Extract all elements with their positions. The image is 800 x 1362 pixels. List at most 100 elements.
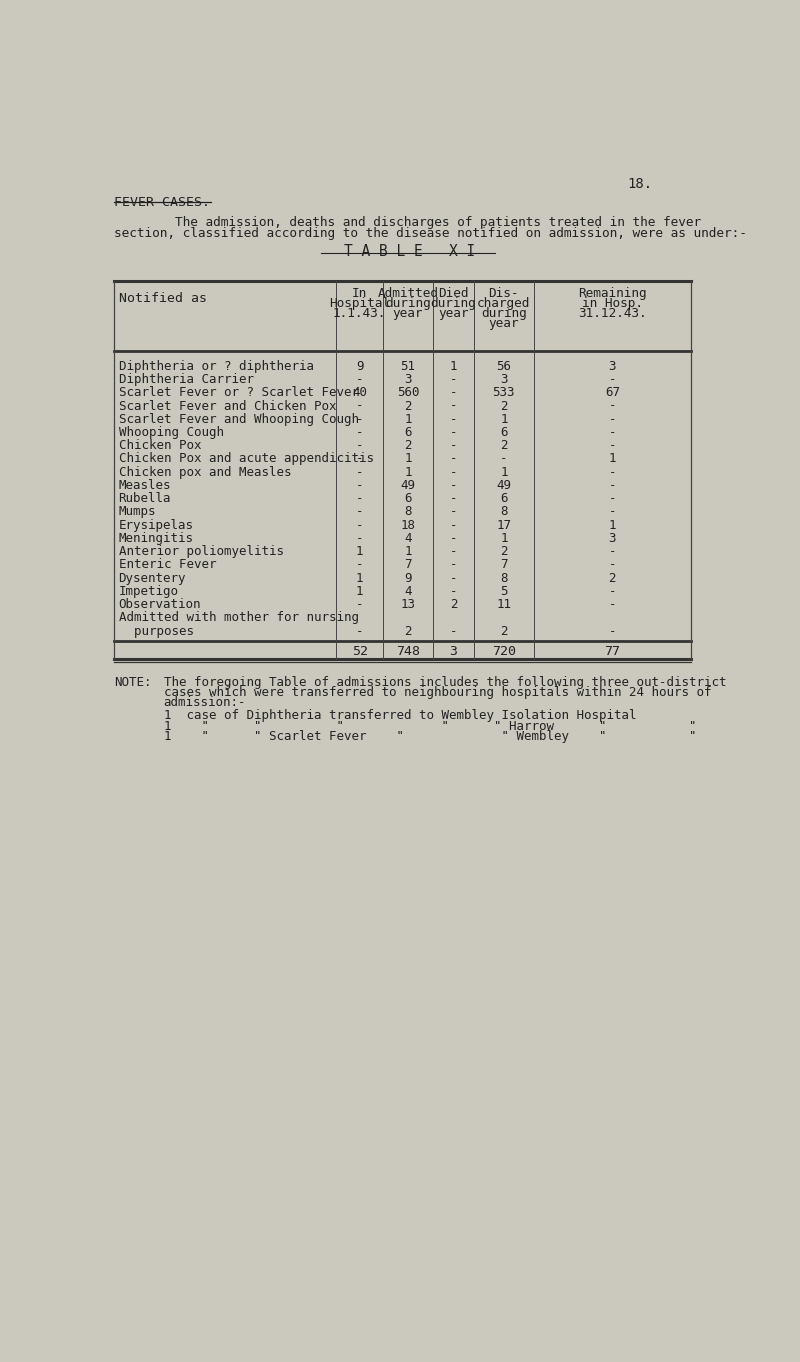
Text: 748: 748 <box>396 644 420 658</box>
Text: -: - <box>450 584 457 598</box>
Text: -: - <box>450 440 457 452</box>
Text: Scarlet Fever and Whooping Cough: Scarlet Fever and Whooping Cough <box>118 413 358 426</box>
Text: -: - <box>609 584 616 598</box>
Text: 11: 11 <box>496 598 511 612</box>
Text: Chicken Pox: Chicken Pox <box>118 440 201 452</box>
Text: 1: 1 <box>356 545 363 558</box>
Text: Admitted: Admitted <box>378 287 438 301</box>
Text: Observation: Observation <box>118 598 201 612</box>
Text: Remaining: Remaining <box>578 287 646 301</box>
Text: 3: 3 <box>609 360 616 373</box>
Text: during: during <box>481 308 526 320</box>
Text: -: - <box>609 466 616 478</box>
Text: -: - <box>356 426 363 439</box>
Text: -: - <box>609 598 616 612</box>
Text: 56: 56 <box>496 360 511 373</box>
Text: Enteric Fever: Enteric Fever <box>118 558 216 572</box>
Text: 1: 1 <box>609 452 616 466</box>
Text: -: - <box>450 572 457 584</box>
Text: Diphtheria Carrier: Diphtheria Carrier <box>118 373 254 385</box>
Text: Diphtheria or ? diphtheria: Diphtheria or ? diphtheria <box>118 360 314 373</box>
Text: 560: 560 <box>397 387 419 399</box>
Text: 5: 5 <box>500 584 507 598</box>
Text: -: - <box>356 440 363 452</box>
Text: -: - <box>356 558 363 572</box>
Text: 2: 2 <box>404 399 412 413</box>
Text: 1  case of Diphtheria transferred to Wembley Isolation Hospital: 1 case of Diphtheria transferred to Wemb… <box>163 708 636 722</box>
Text: in Hosp.: in Hosp. <box>582 297 642 311</box>
Text: 3: 3 <box>450 644 458 658</box>
Text: 18.: 18. <box>627 177 652 191</box>
Text: -: - <box>356 519 363 531</box>
Text: -: - <box>356 399 363 413</box>
Text: -: - <box>609 399 616 413</box>
Text: year: year <box>393 308 423 320</box>
Text: 8: 8 <box>500 505 507 519</box>
Text: 18: 18 <box>401 519 415 531</box>
Text: NOTE:: NOTE: <box>114 677 151 689</box>
Text: 8: 8 <box>404 505 412 519</box>
Text: -: - <box>450 452 457 466</box>
Text: Mumps: Mumps <box>118 505 156 519</box>
Text: 67: 67 <box>605 387 620 399</box>
Text: -: - <box>450 545 457 558</box>
Text: 8: 8 <box>500 572 507 584</box>
Text: -: - <box>450 426 457 439</box>
Text: Chicken pox and Measles: Chicken pox and Measles <box>118 466 291 478</box>
Text: -: - <box>609 545 616 558</box>
Text: 1    "      "          "             "      " Harrow      "           ": 1 " " " " " Harrow " " <box>163 719 696 733</box>
Text: 1: 1 <box>404 413 412 426</box>
Text: 31.12.43.: 31.12.43. <box>578 308 646 320</box>
Text: 1.1.43.: 1.1.43. <box>333 308 386 320</box>
Text: 2: 2 <box>500 399 507 413</box>
Text: 2: 2 <box>450 598 457 612</box>
Text: -: - <box>450 399 457 413</box>
Text: -: - <box>450 505 457 519</box>
Text: Scarlet Fever and Chicken Pox: Scarlet Fever and Chicken Pox <box>118 399 336 413</box>
Text: -: - <box>609 558 616 572</box>
Text: -: - <box>450 625 457 637</box>
Text: during: during <box>385 297 431 311</box>
Text: In: In <box>352 287 367 301</box>
Text: Scarlet Fever or ? Scarlet Fever: Scarlet Fever or ? Scarlet Fever <box>118 387 358 399</box>
Text: -: - <box>356 466 363 478</box>
Text: 6: 6 <box>404 426 412 439</box>
Text: admission:-: admission:- <box>163 696 246 710</box>
Text: -: - <box>356 479 363 492</box>
Text: -: - <box>609 479 616 492</box>
Text: Dis-: Dis- <box>489 287 519 301</box>
Text: 2: 2 <box>404 625 412 637</box>
Text: 4: 4 <box>404 584 412 598</box>
Text: 1: 1 <box>500 413 507 426</box>
Text: Anterior poliomyelitis: Anterior poliomyelitis <box>118 545 284 558</box>
Text: -: - <box>450 387 457 399</box>
Text: T A B L E   X I: T A B L E X I <box>344 244 476 259</box>
Text: 1: 1 <box>500 533 507 545</box>
Text: Erysipelas: Erysipelas <box>118 519 194 531</box>
Text: 9: 9 <box>356 360 363 373</box>
Text: Hospital: Hospital <box>329 297 390 311</box>
Text: -: - <box>356 625 363 637</box>
Text: Admitted with mother for nursing: Admitted with mother for nursing <box>118 612 358 624</box>
Text: 13: 13 <box>401 598 415 612</box>
Text: during: during <box>430 297 476 311</box>
Text: FEVER CASES.: FEVER CASES. <box>114 196 210 208</box>
Text: Impetigo: Impetigo <box>118 584 178 598</box>
Text: Dysentery: Dysentery <box>118 572 186 584</box>
Text: -: - <box>356 373 363 385</box>
Text: 1: 1 <box>450 360 457 373</box>
Text: -: - <box>356 598 363 612</box>
Text: 6: 6 <box>404 492 412 505</box>
Text: -: - <box>450 533 457 545</box>
Text: cases which were transferred to neighbouring hospitals within 24 hours of: cases which were transferred to neighbou… <box>163 686 711 700</box>
Text: 3: 3 <box>404 373 412 385</box>
Text: 2: 2 <box>500 440 507 452</box>
Text: -: - <box>450 373 457 385</box>
Text: 1    "      " Scarlet Fever    "             " Wembley    "           ": 1 " " Scarlet Fever " " Wembley " " <box>163 730 696 744</box>
Text: 1: 1 <box>404 466 412 478</box>
Text: 7: 7 <box>500 558 507 572</box>
Text: Whooping Cough: Whooping Cough <box>118 426 224 439</box>
Text: -: - <box>609 492 616 505</box>
Text: 720: 720 <box>492 644 516 658</box>
Text: 6: 6 <box>500 492 507 505</box>
